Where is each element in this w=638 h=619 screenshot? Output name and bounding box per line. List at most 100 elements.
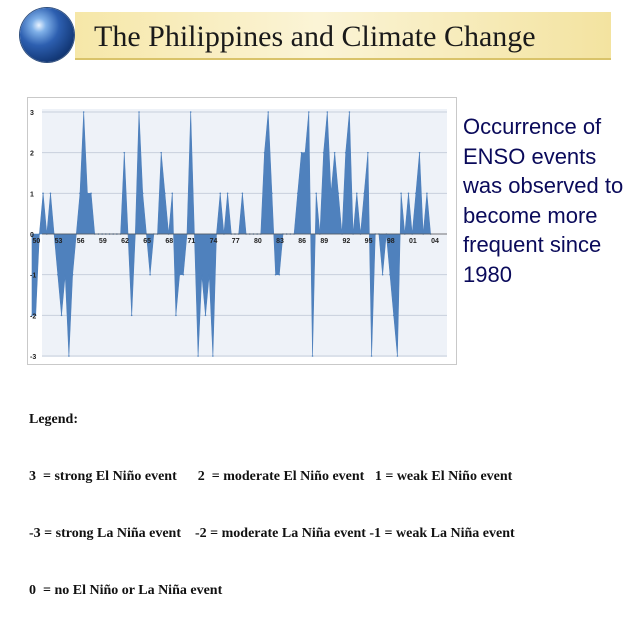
data-point [370,355,373,357]
data-point [60,314,63,317]
data-point [197,355,199,357]
legend-line-la-nina: -3 = strong La Niña event -2 = moderate … [29,526,515,541]
y-tick-label: 0 [30,232,34,239]
y-tick-label: -2 [30,313,36,320]
data-point [418,151,421,154]
data-point [381,273,384,276]
data-point [82,111,85,113]
data-point [367,151,369,154]
data-point [300,151,303,154]
data-point [204,314,207,317]
data-point [123,151,126,154]
data-point [189,111,192,113]
data-point [57,273,59,276]
data-point [34,314,37,317]
y-axis: 3 2 1 0 -1 -2 -3 [30,110,36,361]
data-point [182,273,185,276]
enso-chart: 3 2 1 0 -1 -2 -3 50 53 56 59 62 65 68 71 74 77 80 83 86 89 9… [30,109,447,361]
x-tick-label: 80 [254,238,262,245]
x-tick-label: 01 [409,238,417,245]
y-tick-label: -3 [30,354,36,361]
data-point [68,355,70,357]
enso-frequency-note: Occurrence of ENSO events was observed t… [463,114,624,287]
data-point [322,151,325,154]
data-point [278,273,281,276]
x-tick-label: 59 [99,238,107,245]
data-point [212,355,214,357]
data-point [389,273,391,276]
data-point [356,192,358,195]
title-band [75,12,611,60]
data-point [138,111,140,113]
data-point [304,151,306,154]
x-tick-label: 86 [298,238,306,245]
data-point [130,314,133,317]
data-point [311,355,314,357]
y-tick-label: 1 [30,191,34,198]
data-point [308,111,310,113]
legend-box: Legend: 3 = strong El Niño event 2 = mod… [29,372,515,619]
data-point [164,192,166,195]
x-tick-label: 56 [77,238,85,245]
data-point [200,273,203,276]
data-point [333,151,336,154]
data-point [226,192,229,195]
x-tick-label: 77 [232,238,240,245]
data-point [38,233,41,235]
x-tick-label: 62 [121,238,129,245]
data-point [175,314,177,317]
data-point [271,192,273,195]
x-tick-label: 53 [55,238,63,245]
data-point [42,192,44,195]
data-point [160,151,162,154]
data-point [90,192,92,195]
enso-chart-frame: 3 2 1 0 -1 -2 -3 50 53 56 59 62 65 68 71 74 77 80 83 86 89 9… [27,97,457,365]
legend-heading: Legend: [29,412,78,427]
x-tick-label: 89 [320,238,328,245]
data-point [400,192,402,195]
data-point [315,192,318,195]
data-point [241,192,244,195]
data-point [344,151,347,154]
data-point [407,192,410,195]
data-point [348,111,351,113]
data-point [296,192,299,195]
legend-line-el-nino: 3 = strong El Niño event 2 = moderate El… [29,469,513,484]
data-point [149,273,151,276]
data-point [330,192,332,195]
x-tick-label: 04 [431,238,439,245]
data-point [141,192,144,195]
data-point [86,192,89,195]
data-point [219,192,222,195]
data-point [363,192,365,195]
x-tick-label: 74 [210,238,218,245]
x-tick-label: 95 [365,238,373,245]
globe-logo-icon [20,8,74,62]
y-tick-label: 2 [30,151,34,158]
data-point [208,273,210,276]
data-point [31,314,33,317]
data-point [49,192,52,195]
data-point [263,151,266,154]
data-point [267,111,270,113]
data-point [337,192,340,195]
data-point [415,192,417,195]
data-point [171,192,174,195]
y-tick-label: 3 [30,110,34,117]
data-point [178,273,181,276]
data-point [71,273,74,276]
x-tick-label: 83 [276,238,284,245]
x-tick-labels: 50 53 56 59 62 65 68 71 74 77 80 83 86 89 92 95 98 01 04 [33,238,440,245]
data-point [396,355,399,357]
x-tick-label: 98 [387,238,395,245]
legend-line-neutral: 0 = no El Niño or La Niña event [29,583,223,598]
x-tick-label: 92 [343,238,351,245]
data-point [79,192,81,195]
data-point [426,192,428,195]
data-point [392,314,395,317]
x-tick-label: 65 [143,238,151,245]
x-tick-label: 50 [33,238,41,245]
data-point [64,273,67,276]
x-tick-label: 68 [165,238,173,245]
data-point [326,111,329,113]
